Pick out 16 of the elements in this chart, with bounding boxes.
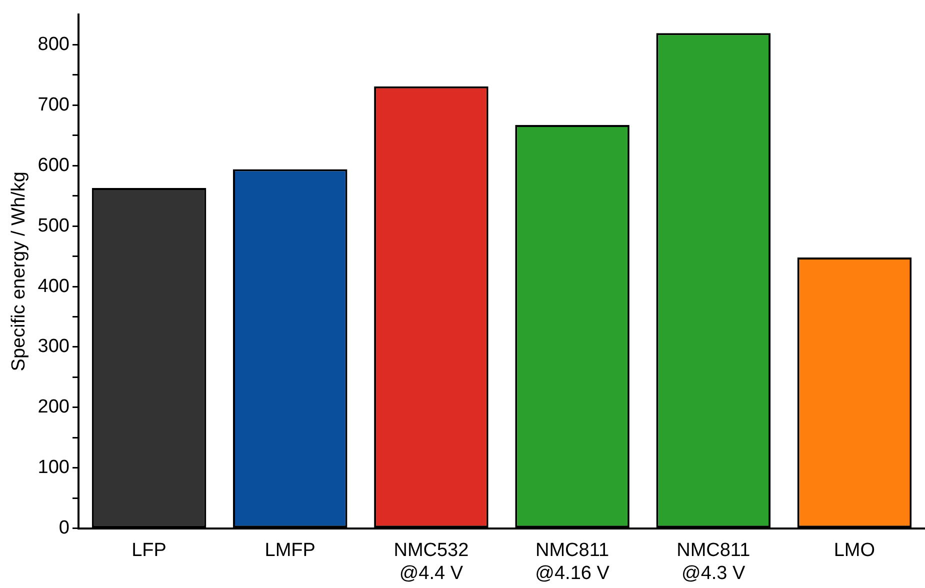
y-tick-label: 100 xyxy=(38,457,70,478)
x-tick-label: LMO xyxy=(834,540,876,562)
x-tick-label: NMC811 @4.16 V xyxy=(535,540,610,584)
x-tick-label: LFP xyxy=(132,540,166,562)
y-tick-label: 0 xyxy=(58,518,70,539)
x-tick-label: NMC532 @4.4 V xyxy=(394,540,469,584)
x-tick-label: NMC811 @4.3 V xyxy=(676,540,750,584)
y-tick-label: 700 xyxy=(38,94,70,116)
y-axis-title: Specific energy / Wh/kg xyxy=(8,172,30,372)
y-tick-label: 800 xyxy=(38,34,70,55)
y-tick-label: 300 xyxy=(38,336,70,358)
x-tick-label: LMFP xyxy=(264,540,316,562)
y-tick-label: 200 xyxy=(38,396,70,418)
y-tick-label: 400 xyxy=(38,276,70,297)
y-tick-label: 600 xyxy=(38,154,70,176)
y-tick-label: 500 xyxy=(38,215,70,236)
